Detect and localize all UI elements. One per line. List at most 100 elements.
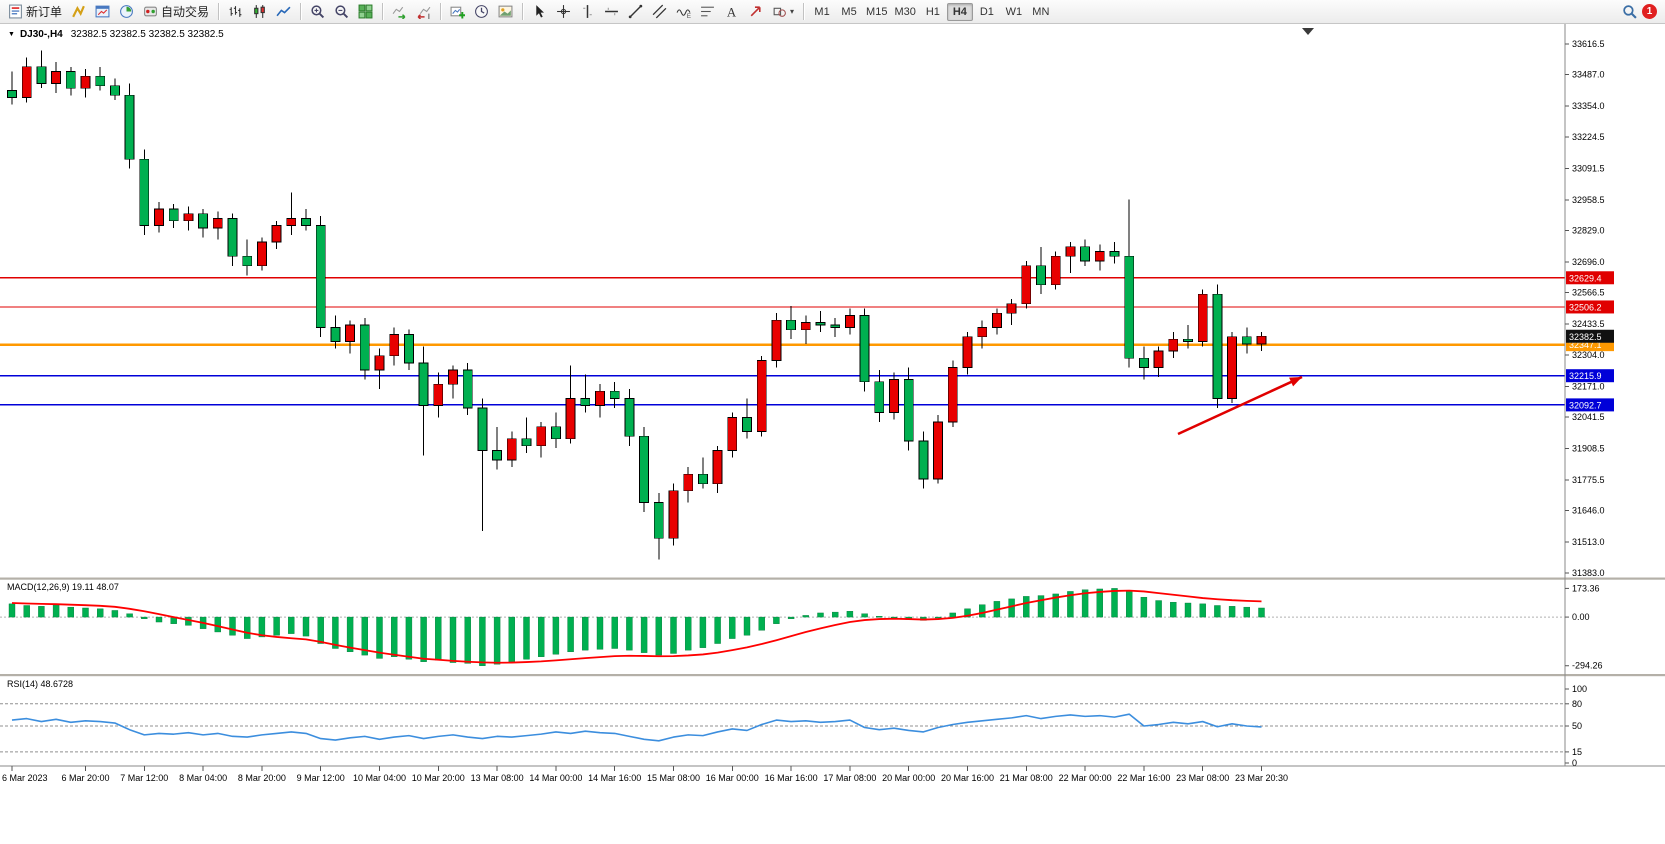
timeframe-w1-button[interactable]: W1 [1001,3,1027,21]
panel-divider[interactable] [0,577,1665,580]
toolbar-separator [440,3,442,20]
candle-body [256,241,267,267]
candle-body [624,398,635,437]
candle [403,329,414,370]
candle-body [242,255,253,267]
auto-scroll-button[interactable] [388,2,411,22]
waves-tool-button[interactable]: E [672,2,695,22]
candle [65,66,76,96]
macd-histogram-bar [832,611,839,618]
timeframe-h1-button[interactable]: H1 [920,3,946,21]
candle-body [889,379,899,414]
candle-body [212,218,223,229]
zoom-out-button[interactable] [330,2,353,22]
trend-arrow-head[interactable] [1289,377,1302,387]
date-axis-label: 20 Mar 16:00 [941,773,994,783]
line-chart-mode-button[interactable] [272,2,295,22]
zoom-in-button[interactable] [306,2,329,22]
price-tag-text: 32215.9 [1569,371,1602,381]
candle [1139,346,1149,380]
new-chart-button[interactable] [446,2,469,22]
arrows-tool-button[interactable] [744,2,767,22]
candlestick-mode-button[interactable] [248,2,271,22]
periods-button[interactable] [470,2,493,22]
search-button[interactable] [1618,2,1641,22]
horizontal-line-tool-button[interactable] [600,2,623,22]
timeframe-mn-button[interactable]: MN [1028,3,1054,21]
timeframe-m15-button[interactable]: M15 [863,3,890,21]
trend-arrow-object[interactable] [1177,375,1303,436]
tile-windows-button[interactable] [354,2,377,22]
timeframe-m30-button[interactable]: M30 [891,3,918,21]
candle-body [286,218,297,226]
chevron-down-icon[interactable]: ▼ [8,31,15,38]
macd-histogram-bar [596,616,604,650]
date-axis-label: 13 Mar 08:00 [471,773,524,783]
chart-shift-marker[interactable] [1302,28,1314,35]
candle [595,384,605,418]
date-axis-label: 16 Mar 16:00 [765,773,818,783]
fibonacci-tool-button[interactable] [696,2,719,22]
date-axis-label: 7 Mar 12:00 [120,773,168,783]
text-tool-button[interactable]: A [720,2,743,22]
timeframe-m5-button[interactable]: M5 [836,3,862,21]
candle-body [448,369,458,385]
bar-chart-icon [228,4,243,19]
candle [1168,332,1179,359]
timeframe-m1-button[interactable]: M1 [809,3,835,21]
date-axis-label: 21 Mar 08:00 [1000,773,1053,783]
candle [374,348,385,389]
candle-body [198,213,209,229]
candle [1094,244,1105,271]
current-price-tag: 32382.5 [1566,329,1614,343]
new-order-button[interactable]: 新订单 [4,2,66,22]
macd-histogram-bar [67,606,75,618]
notification-badge[interactable]: 1 [1642,4,1657,19]
macd-axis-label: -294.26 [1572,661,1603,671]
toolbar-separator [382,3,384,20]
vertical-line-tool-button[interactable] [576,2,599,22]
data-window-button[interactable] [115,2,138,22]
macd-histogram-bar [1243,606,1251,618]
trendline-tool-button[interactable] [624,2,647,22]
new-order-icon [8,4,23,19]
candle [580,374,591,413]
chart-shift-button[interactable] [412,2,435,22]
candle [359,317,370,380]
date-axis-label: 10 Mar 20:00 [412,773,465,783]
timeframe-d1-button[interactable]: D1 [974,3,1000,21]
date-axis-label: 6 Mar 20:00 [61,773,109,783]
channel-tool-button[interactable] [648,2,671,22]
macd-signal-line [11,589,1262,664]
price-axis-label: 31908.5 [1572,444,1605,454]
crosshair-tool-button[interactable] [552,2,575,22]
macd-histogram-bar [567,616,574,653]
bar-chart-mode-button[interactable] [224,2,247,22]
candle-body [227,218,238,257]
chart-window-button[interactable] [91,2,114,22]
data-window-icon [119,4,134,19]
indicator-list-button[interactable] [67,2,90,22]
macd-histogram-bar [288,616,295,634]
panel-divider[interactable] [0,674,1665,677]
macd-histogram-bar [111,610,119,618]
macd-histogram-bar [126,613,133,618]
candle [7,71,17,105]
date-axis-label: 17 Mar 08:00 [823,773,876,783]
auto-trading-button[interactable]: 自动交易 [139,2,213,22]
date-axis-label: 23 Mar 08:00 [1176,773,1229,783]
rsi-indicator-label: RSI(14) 48.6728 [7,679,74,689]
templates-button[interactable] [494,2,517,22]
price-chart: 33616.5 33487.0 33354.0 33224.5 33091.5 32958… [0,24,1665,844]
macd-histogram-bar [449,616,457,663]
candle-body [683,473,694,492]
candle [80,69,91,98]
macd-histogram-bar [743,616,751,636]
timeframe-h4-button[interactable]: H4 [946,2,973,21]
candle-body [36,66,47,84]
shapes-dropdown-button[interactable]: ▾ [768,2,798,22]
macd-indicator-label: MACD(12,26,9) 19.11 48.07 [7,582,119,592]
candle-body [345,324,356,342]
price-axis-label: 33616.5 [1572,39,1605,49]
cursor-tool-button[interactable] [528,2,551,22]
